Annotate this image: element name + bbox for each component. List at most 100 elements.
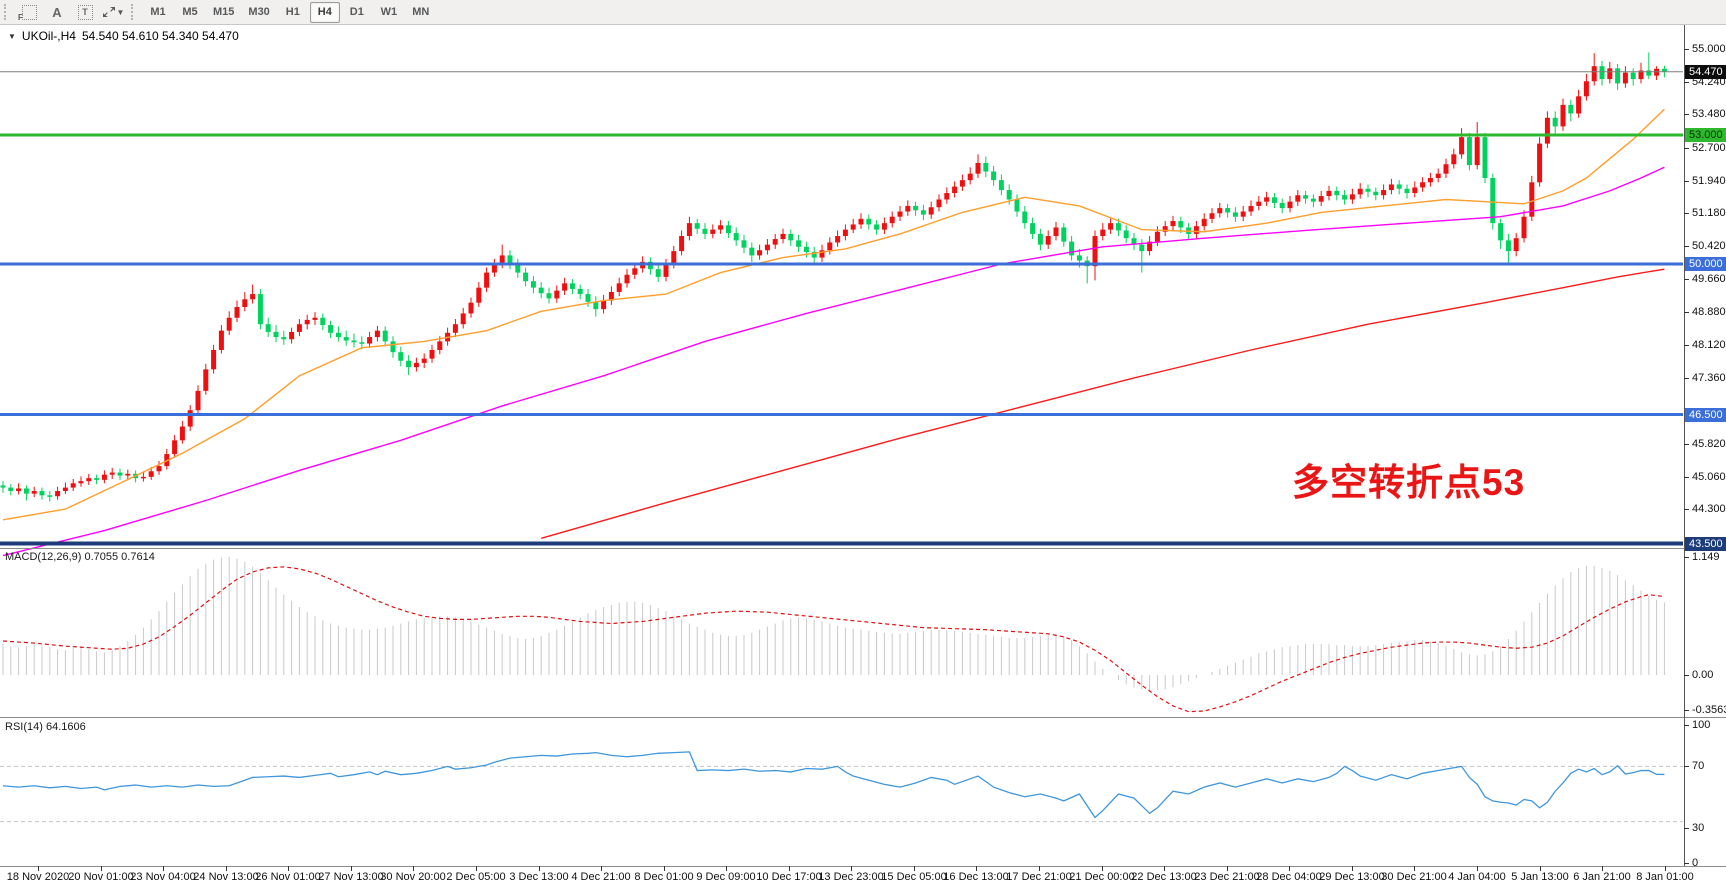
candle-body <box>1170 221 1176 227</box>
candle-body <box>70 483 76 488</box>
timeframe-button-d1[interactable]: D1 <box>349 6 364 18</box>
candle-body <box>1271 197 1277 203</box>
indicator-grid-icon[interactable]: F <box>15 1 43 23</box>
candle-body <box>1201 218 1207 227</box>
candle-body <box>850 224 856 230</box>
timeframe-button-h4[interactable]: H4 <box>309 1 340 23</box>
text-label-tool-icon[interactable]: A <box>52 4 62 20</box>
candle-body <box>1443 164 1449 174</box>
candle-body <box>1474 137 1480 166</box>
candle-body <box>686 223 692 237</box>
candle-body <box>62 487 68 492</box>
candle-body <box>413 362 419 368</box>
candle-body <box>1396 184 1402 189</box>
candle-body <box>1451 154 1457 165</box>
candle-body <box>1240 211 1246 217</box>
candle-body <box>1295 195 1301 202</box>
candle-body <box>1334 190 1340 196</box>
candle-body <box>764 244 770 251</box>
candle-body <box>289 331 295 340</box>
candle-body <box>1498 223 1504 241</box>
candle-body <box>1006 190 1012 200</box>
candle-body <box>772 239 778 245</box>
candle-body <box>959 180 965 187</box>
candle-body <box>562 283 568 291</box>
timeframe-button-m5[interactable]: M5 <box>182 6 198 18</box>
timeframe-button-m15[interactable]: M15 <box>213 6 235 18</box>
toolbar-grip[interactable] <box>4 4 10 20</box>
candle-body <box>1412 187 1418 194</box>
timeframe-button-mn[interactable]: MN <box>412 6 430 18</box>
ma-mid-magenta-line <box>2 166 1665 557</box>
candle-body <box>218 330 224 350</box>
candle-body <box>1131 238 1137 245</box>
candle-body <box>1435 173 1441 178</box>
candle-body <box>1264 197 1270 202</box>
candle-body <box>86 478 92 482</box>
candle-body <box>406 360 412 368</box>
candle-body <box>1248 205 1254 212</box>
timeframe-button-w1[interactable]: W1 <box>380 6 398 18</box>
candle-body <box>1482 137 1488 178</box>
candle-body <box>554 290 560 299</box>
candle-body <box>1544 117 1550 144</box>
candle-body <box>632 268 638 275</box>
toolbar-grip[interactable] <box>131 4 137 20</box>
candle-body <box>1076 255 1082 261</box>
candle-body <box>663 264 669 277</box>
candle-body <box>335 332 341 338</box>
candle-body <box>1373 191 1379 196</box>
candle-body <box>811 251 817 258</box>
candle-body <box>1030 223 1036 234</box>
candle-body <box>1529 182 1535 217</box>
timeframe-button-group: M1 M5 M15 M30 H1 H4 D1 W1 MN <box>142 1 437 23</box>
candle-body <box>1014 199 1020 212</box>
candle-body <box>702 228 708 234</box>
candle-body <box>1092 236 1098 267</box>
candle-body <box>1100 229 1106 237</box>
candle-body <box>983 162 989 172</box>
candle-body <box>1576 96 1582 114</box>
candle-body <box>273 331 279 338</box>
text-box-tool-icon[interactable]: T <box>71 1 99 23</box>
candle-body <box>1513 238 1519 252</box>
candle-body <box>195 390 201 411</box>
candle-body <box>312 317 318 320</box>
candle-body <box>1615 68 1621 84</box>
candle-body <box>718 225 724 230</box>
candle-body <box>1147 241 1153 252</box>
candle-body <box>538 287 544 294</box>
candle-body <box>920 210 926 215</box>
candle-body <box>172 440 178 455</box>
candle-body <box>1420 182 1426 188</box>
candle-body <box>835 236 841 243</box>
candle-body <box>1490 178 1496 224</box>
candle-body <box>187 410 193 427</box>
candle-body <box>515 264 521 273</box>
candle-body <box>1342 195 1348 200</box>
candle-body <box>499 255 505 264</box>
candle-body <box>1466 137 1472 166</box>
candle-body <box>842 229 848 237</box>
candle-body <box>741 240 747 248</box>
candle-body <box>140 476 146 479</box>
timeframe-button-m1[interactable]: M1 <box>150 6 166 18</box>
candle-body <box>398 352 404 361</box>
timeframe-button-h1[interactable]: H1 <box>285 6 300 18</box>
candle-body <box>234 307 240 318</box>
candle-body <box>211 350 217 370</box>
candle-body <box>928 207 934 215</box>
candle-body <box>1459 137 1465 155</box>
candle-body <box>1599 66 1605 80</box>
candle-body <box>913 205 919 211</box>
candle-body <box>1256 201 1262 206</box>
candle-body <box>1607 68 1613 80</box>
candle-body <box>1505 240 1511 252</box>
arrows-tool-icon[interactable]: ▼ <box>99 1 127 23</box>
candle-body <box>624 274 630 284</box>
candle-body <box>296 324 302 332</box>
timeframe-button-m30[interactable]: M30 <box>248 6 270 18</box>
candle-body <box>320 317 326 326</box>
candle-body <box>1154 231 1160 242</box>
